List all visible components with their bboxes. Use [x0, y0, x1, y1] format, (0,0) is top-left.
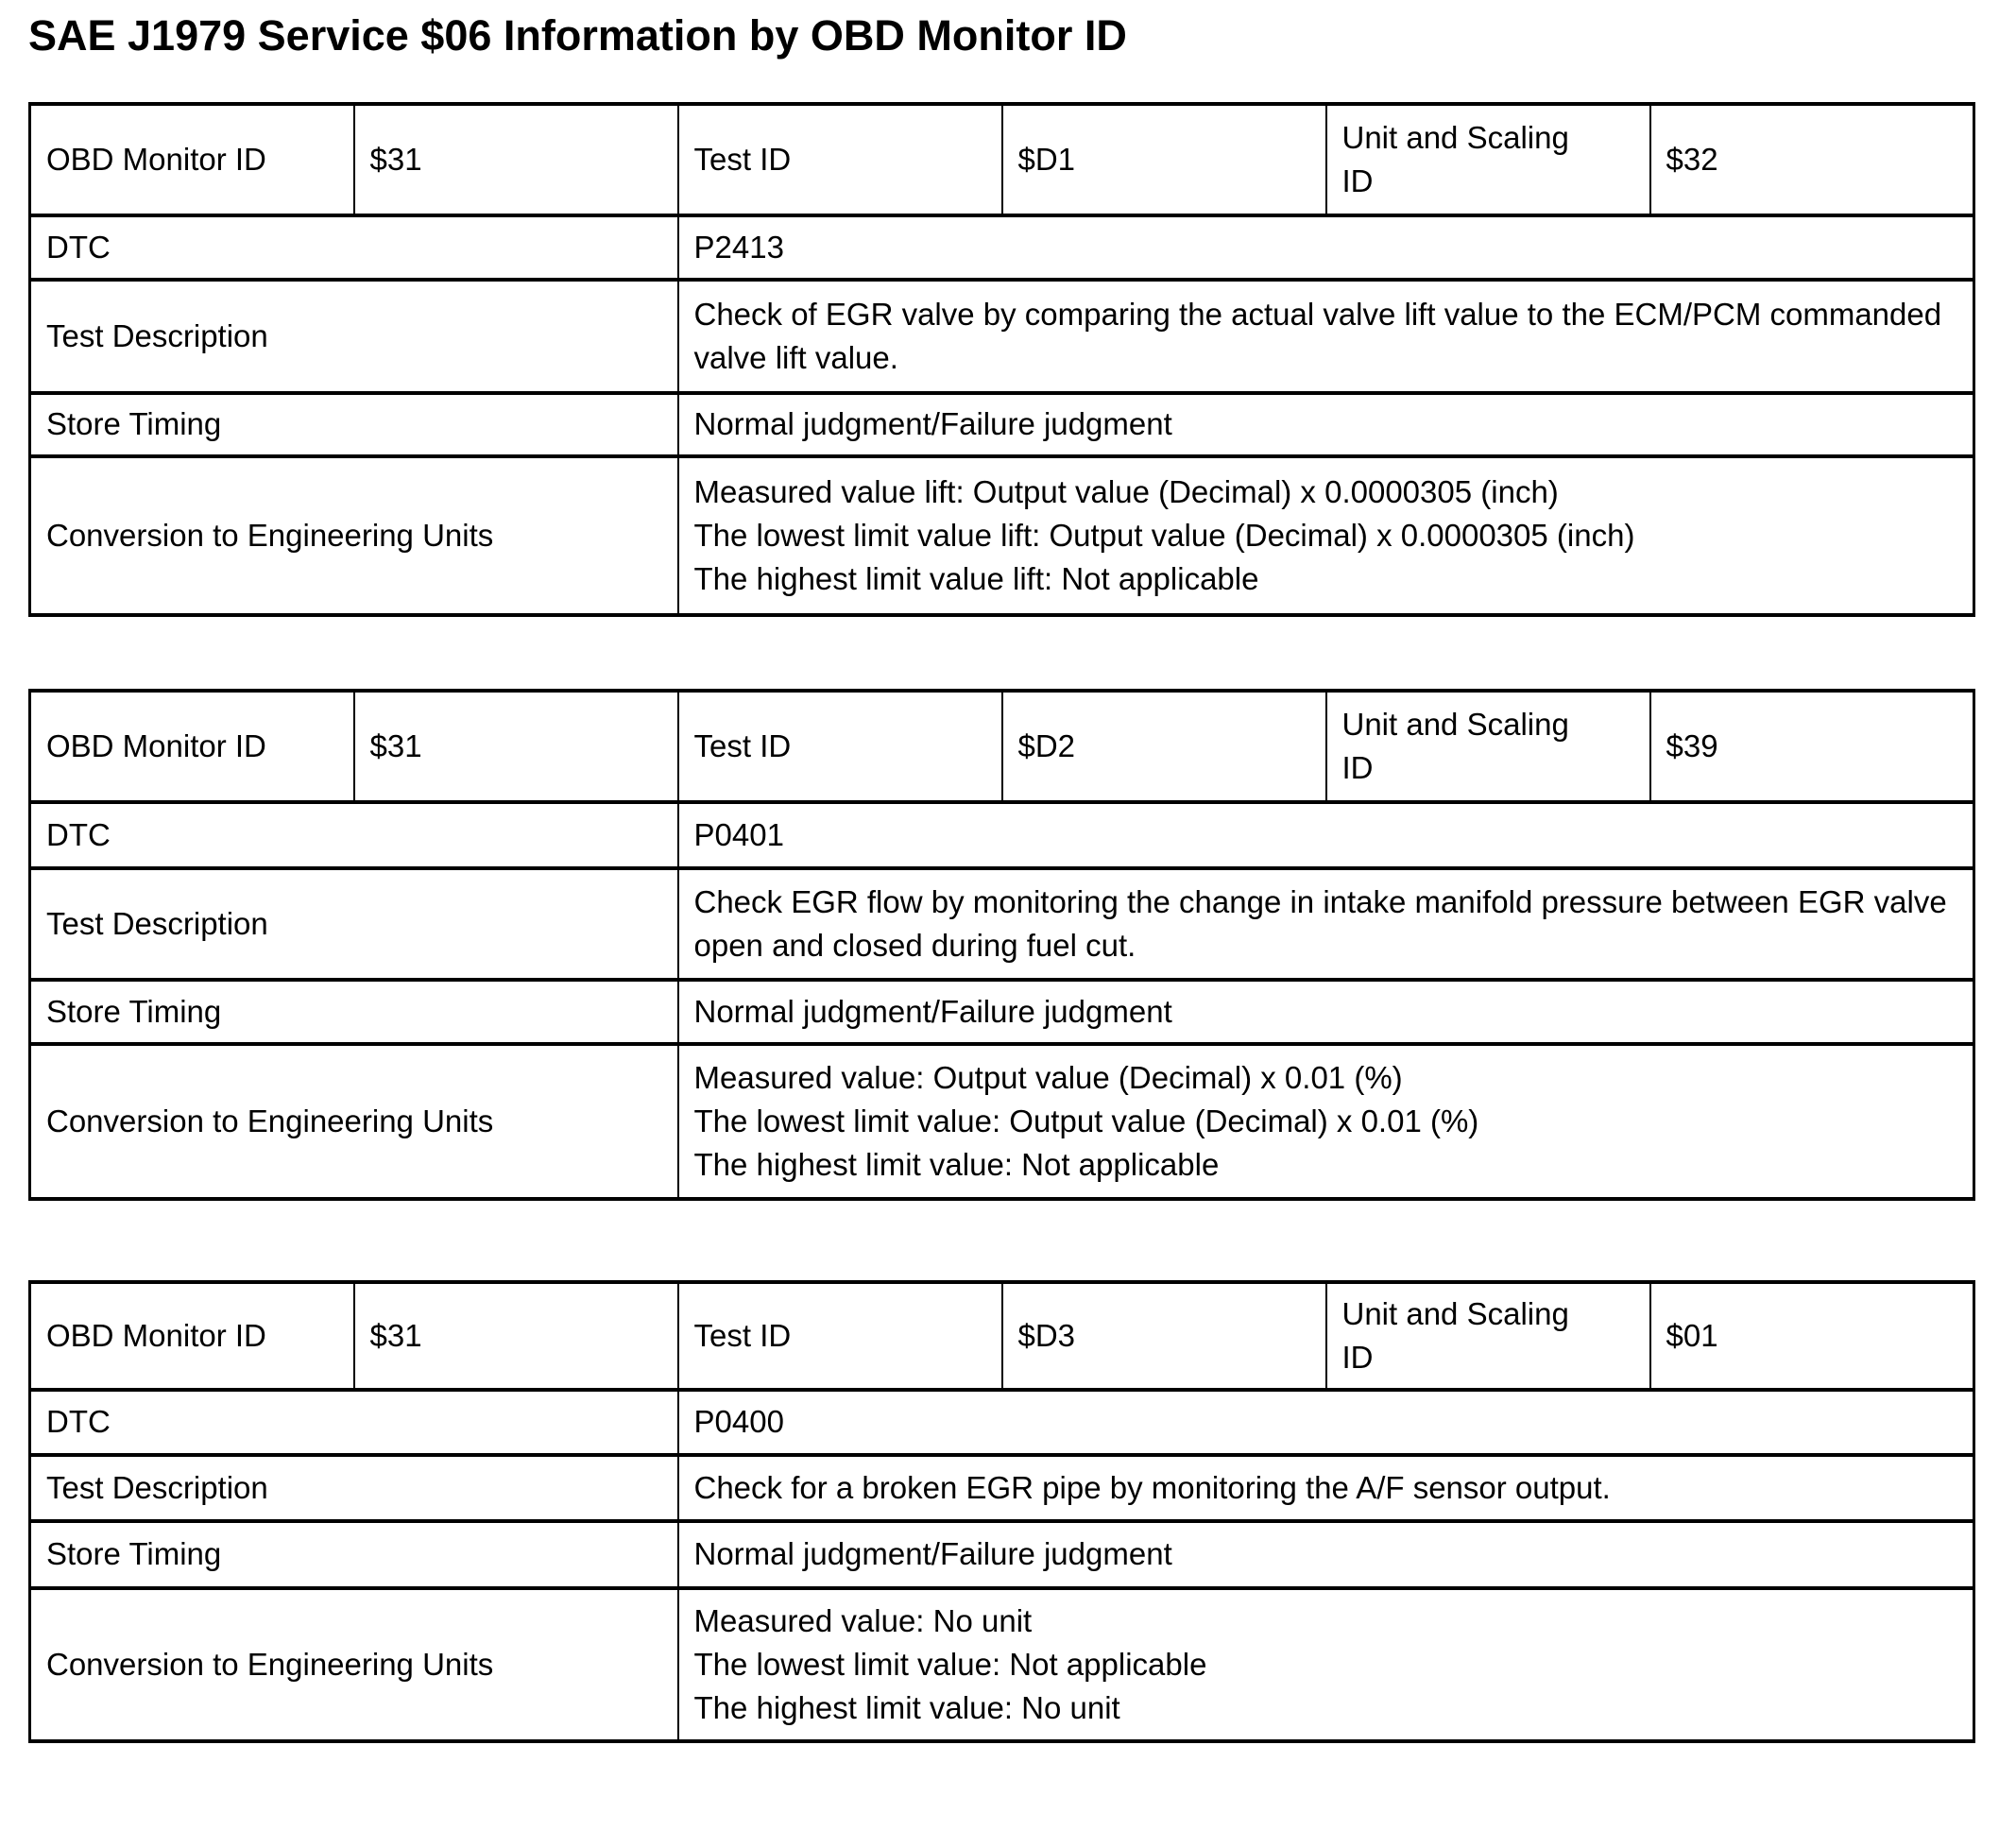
- obd-monitor-table-1: OBD Monitor ID $31 Test ID $D1 Unit and …: [28, 102, 1975, 617]
- test-description-value: Check for a broken EGR pipe by monitorin…: [676, 1453, 1975, 1523]
- unit-scaling-value: $39: [1649, 689, 1975, 804]
- dtc-label: DTC: [28, 800, 679, 870]
- unit-scaling-value: $32: [1649, 102, 1975, 217]
- store-timing-label: Store Timing: [28, 978, 679, 1046]
- test-id-value: $D2: [1000, 689, 1327, 804]
- conversion-label: Conversion to Engineering Units: [28, 454, 679, 617]
- test-id-label: Test ID: [676, 1280, 1003, 1392]
- test-id-value: $D1: [1000, 102, 1327, 217]
- page-title: SAE J1979 Service $06 Information by OBD…: [28, 11, 1127, 60]
- obd-monitor-value: $31: [352, 1280, 679, 1392]
- conversion-value: Measured value: No unit The lowest limit…: [676, 1586, 1975, 1743]
- unit-scaling-label-text: Unit and Scaling ID: [1341, 1295, 1569, 1375]
- dtc-value: P0401: [676, 800, 1975, 870]
- unit-scaling-value: $01: [1649, 1280, 1975, 1392]
- obd-monitor-label: OBD Monitor ID: [28, 102, 355, 217]
- unit-scaling-label: Unit and Scaling ID: [1324, 1280, 1651, 1392]
- unit-scaling-label-text: Unit and Scaling ID: [1341, 119, 1569, 198]
- conversion-value: Measured value: Output value (Decimal) x…: [676, 1042, 1975, 1201]
- obd-monitor-value: $31: [352, 102, 679, 217]
- test-description-value: Check EGR flow by monitoring the change …: [676, 866, 1975, 982]
- test-description-label: Test Description: [28, 278, 679, 395]
- store-timing-value: Normal judgment/Failure judgment: [676, 978, 1975, 1046]
- unit-scaling-label: Unit and Scaling ID: [1324, 689, 1651, 804]
- conversion-label: Conversion to Engineering Units: [28, 1586, 679, 1743]
- store-timing-label: Store Timing: [28, 1519, 679, 1590]
- obd-monitor-table-3: OBD Monitor ID $31 Test ID $D3 Unit and …: [28, 1280, 1975, 1743]
- obd-monitor-label: OBD Monitor ID: [28, 1280, 355, 1392]
- unit-scaling-label-text: Unit and Scaling ID: [1341, 706, 1569, 785]
- dtc-value: P0400: [676, 1388, 1975, 1457]
- dtc-value: P2413: [676, 214, 1975, 282]
- unit-scaling-label: Unit and Scaling ID: [1324, 102, 1651, 217]
- test-id-label: Test ID: [676, 102, 1003, 217]
- test-description-label: Test Description: [28, 866, 679, 982]
- document-page: SAE J1979 Service $06 Information by OBD…: [28, 11, 1975, 1743]
- test-description-label: Test Description: [28, 1453, 679, 1523]
- store-timing-label: Store Timing: [28, 391, 679, 458]
- test-id-label: Test ID: [676, 689, 1003, 804]
- conversion-value: Measured value lift: Output value (Decim…: [676, 454, 1975, 617]
- dtc-label: DTC: [28, 214, 679, 282]
- test-description-value: Check of EGR valve by comparing the actu…: [676, 278, 1975, 395]
- store-timing-value: Normal judgment/Failure judgment: [676, 391, 1975, 458]
- obd-monitor-table-2: OBD Monitor ID $31 Test ID $D2 Unit and …: [28, 689, 1975, 1201]
- dtc-label: DTC: [28, 1388, 679, 1457]
- obd-monitor-value: $31: [352, 689, 679, 804]
- obd-monitor-label: OBD Monitor ID: [28, 689, 355, 804]
- store-timing-value: Normal judgment/Failure judgment: [676, 1519, 1975, 1590]
- test-id-value: $D3: [1000, 1280, 1327, 1392]
- conversion-label: Conversion to Engineering Units: [28, 1042, 679, 1201]
